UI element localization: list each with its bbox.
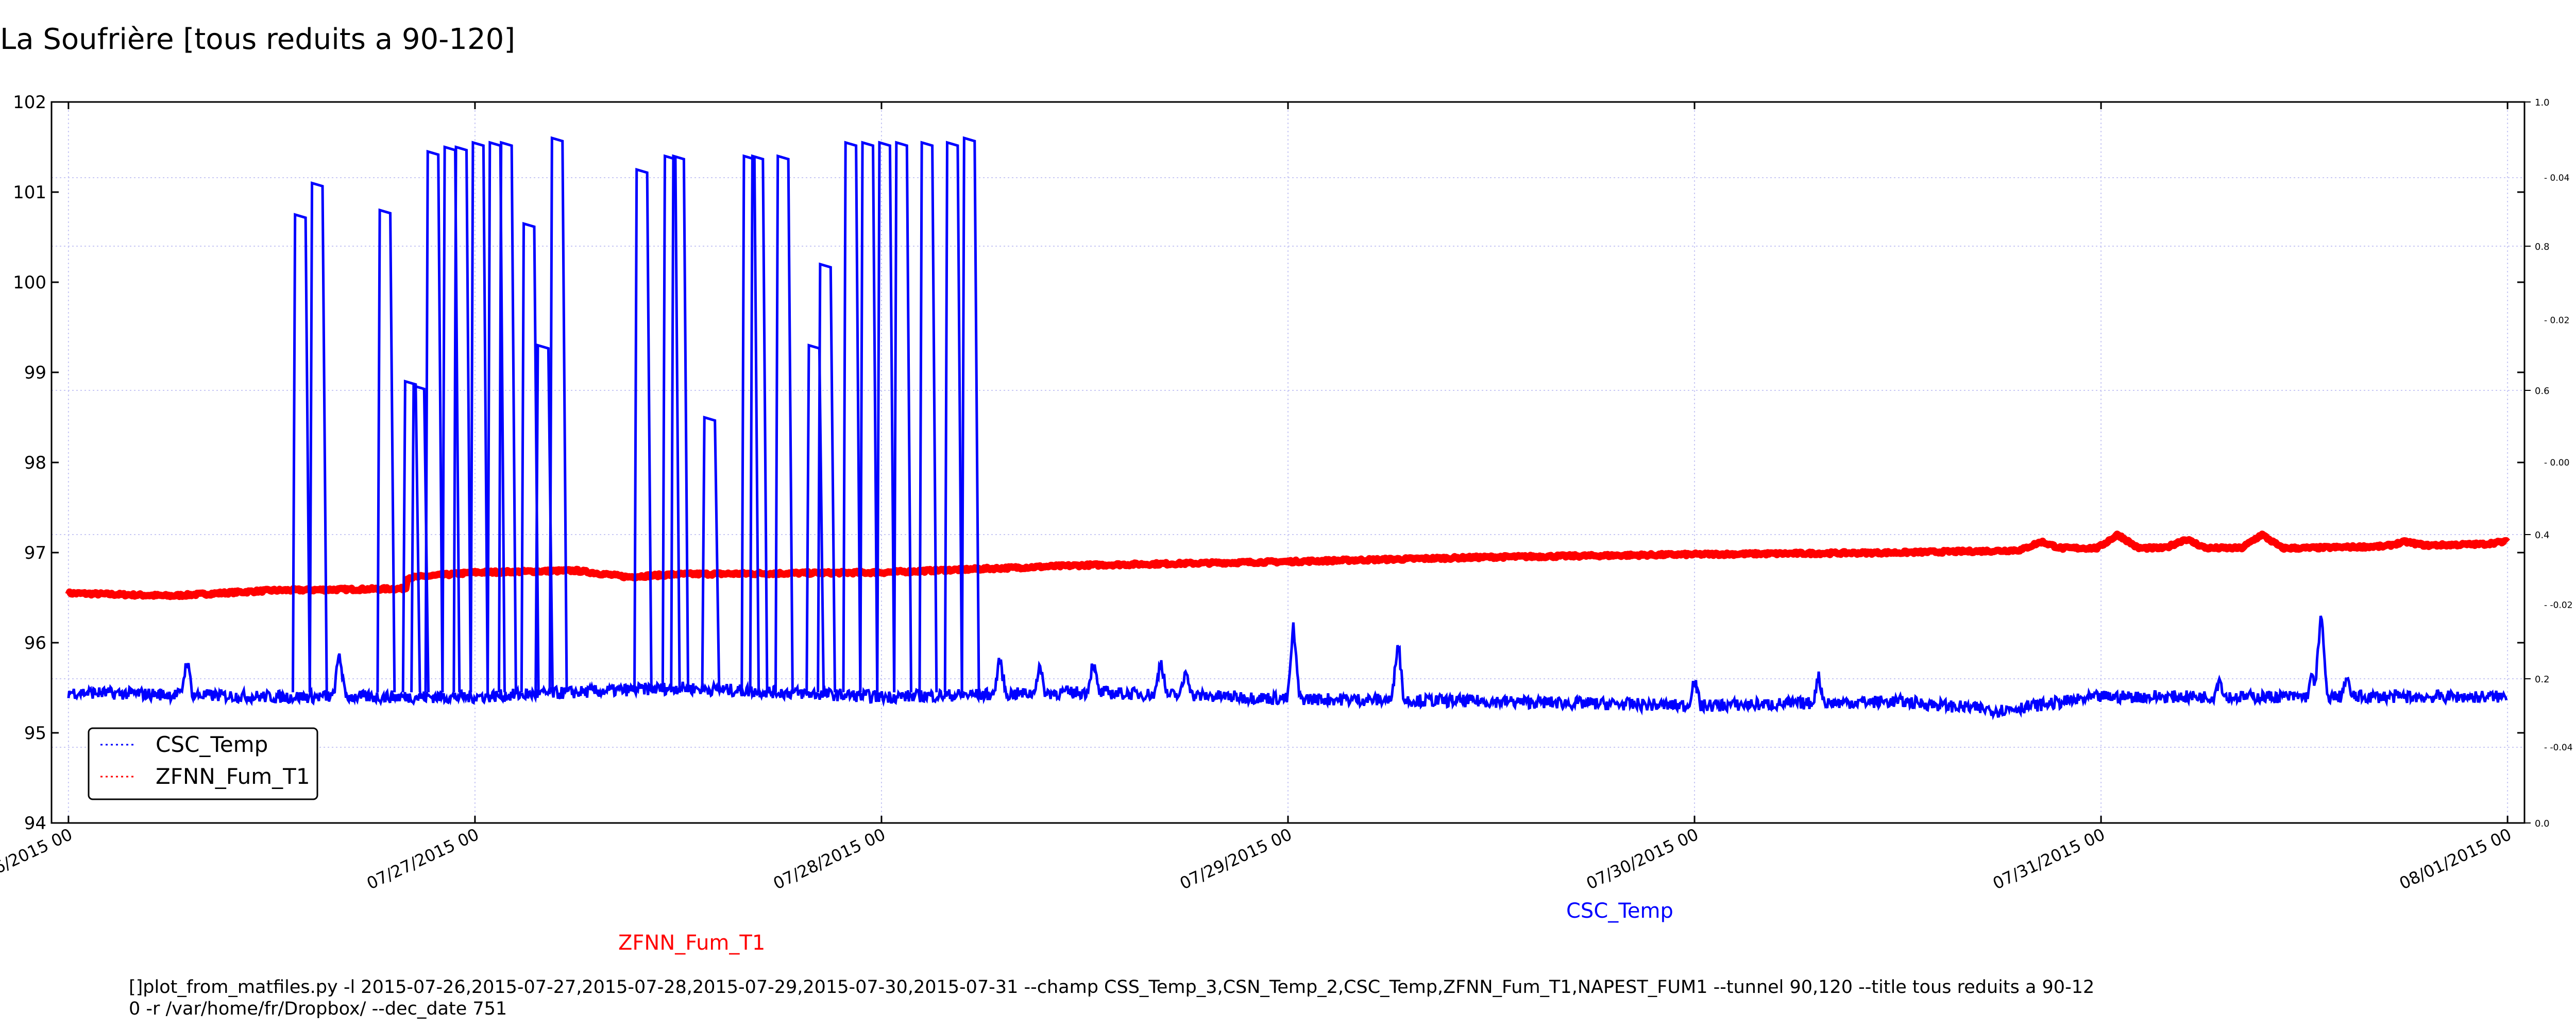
data-spike (859, 141, 879, 693)
y-tick-label: 102 (13, 92, 46, 113)
series-zfnn-fum-t1 (65, 530, 2511, 600)
x-tick-label: 07/26/2015 00 (0, 825, 75, 894)
y2-inner-tick-label: - 0.04 (2544, 173, 2569, 183)
data-spike (401, 380, 421, 693)
data-spike (661, 154, 681, 693)
data-spike (740, 154, 760, 693)
y2-inner-tick-label: - -0.04 (2544, 743, 2573, 753)
data-spike (376, 208, 396, 693)
right-y-axis: 0.0 0.2 0.4 0.6 0.8 1.0 - -0.04 - -0.02 - 0.00 - … (2524, 97, 2573, 829)
data-spike (441, 145, 461, 693)
y2-tick-label: 0.2 (2535, 674, 2550, 685)
legend-label: CSC_Temp (156, 732, 268, 757)
command-line-1: []plot_from_matfiles.py -l 2015-07-26,20… (129, 977, 2095, 998)
y2-inner-tick-label: - 0.00 (2544, 458, 2569, 468)
data-spike (817, 262, 837, 693)
legend-label: ZFNN_Fum_T1 (156, 764, 310, 789)
legend: CSC_Temp ZFNN_Fum_T1 (88, 727, 318, 800)
y-tick-label: 98 (24, 453, 46, 473)
command-line-2: 0 -r /var/home/fr/Dropbox/ --dec_date 75… (129, 999, 507, 1019)
y-tick-label: 96 (24, 633, 46, 654)
series-line-zfnn-fum-t1 (65, 530, 2511, 600)
y-tick-label: 99 (24, 363, 46, 383)
x-axis: 07/26/2015 00 07/27/2015 00 07/28/2015 00 0… (0, 102, 2515, 894)
data-spike (497, 141, 517, 693)
series-line-csc-temp (67, 615, 2508, 720)
x-tick-label: 07/30/2015 00 (1583, 825, 1701, 894)
legend-box (88, 727, 318, 800)
x-tick-label: 07/27/2015 00 (364, 825, 482, 894)
series-label-zfnn: ZFNN_Fum_T1 (618, 931, 766, 955)
y-tick-label: 94 (24, 813, 46, 834)
data-spike (893, 141, 912, 693)
data-spike (749, 154, 769, 693)
y2-inner-tick-label: - 0.02 (2544, 316, 2569, 326)
data-spike (452, 145, 472, 693)
data-spike (291, 213, 311, 693)
y2-inner-tick-label: - -0.02 (2544, 600, 2573, 611)
data-spike (548, 136, 568, 693)
grid (52, 102, 2524, 823)
y-tick-label: 100 (13, 272, 46, 293)
y2-tick-label: 0.0 (2535, 818, 2550, 829)
series-csc-temp (67, 136, 2508, 720)
data-spike (774, 154, 794, 693)
y2-tick-label: 1.0 (2535, 97, 2550, 108)
y2-tick-label: 0.8 (2535, 242, 2550, 252)
command-line: []plot_from_matfiles.py -l 2015-07-26,20… (129, 976, 2094, 1020)
x-tick-label: 07/31/2015 00 (1990, 825, 2108, 894)
data-spike (670, 154, 690, 693)
data-spike (308, 181, 328, 693)
data-spike (486, 141, 506, 693)
data-spike (918, 141, 938, 693)
y-tick-label: 101 (13, 182, 46, 203)
y-tick-label: 95 (24, 723, 46, 744)
y2-tick-label: 0.4 (2535, 530, 2550, 541)
data-spike (469, 141, 489, 693)
data-spike (960, 136, 980, 693)
data-spike (424, 149, 444, 693)
data-spike (805, 344, 825, 693)
data-spike (633, 167, 653, 693)
x-tick-label: 08/01/2015 00 (2396, 825, 2514, 894)
y-axis: 94 95 96 97 98 99 100 101 102 (13, 92, 2524, 834)
x-tick-label: 07/28/2015 00 (770, 825, 888, 894)
y-tick-label: 97 (24, 543, 46, 563)
series-label-csc: CSC_Temp (1566, 899, 1673, 923)
data-spike (943, 141, 963, 693)
data-spike (842, 141, 862, 693)
x-tick-label: 07/29/2015 00 (1177, 825, 1295, 894)
data-spike (701, 416, 721, 693)
chart-title: La Soufrière [tous reduits a 90-120] (0, 23, 516, 56)
y2-tick-label: 0.6 (2535, 386, 2550, 397)
data-spike (876, 141, 896, 693)
